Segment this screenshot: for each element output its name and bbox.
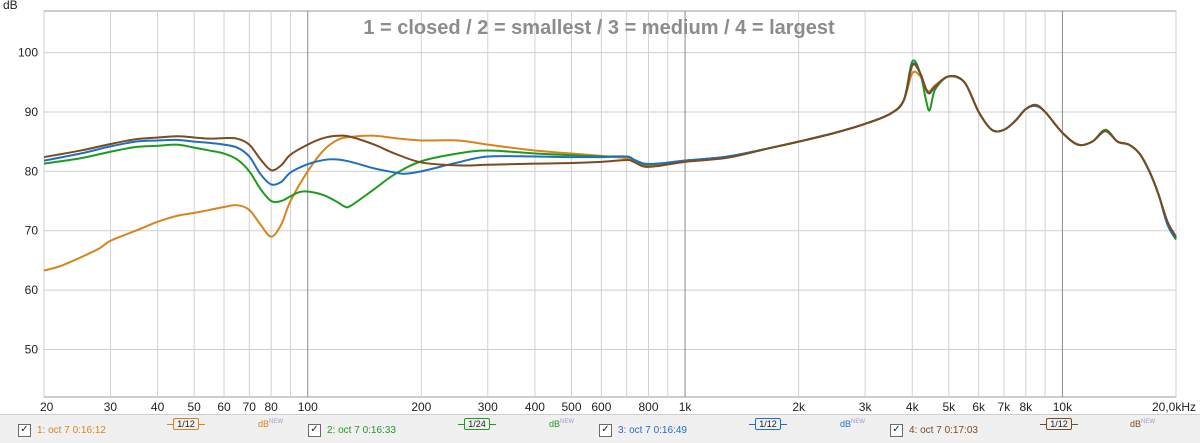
legend-label-3: 3: oct 7 0:16:49: [618, 424, 687, 436]
legend-checkbox-1[interactable]: ✓: [18, 423, 31, 437]
legend-db-4: dBNEW: [1130, 419, 1156, 429]
x-tick-label: 200: [411, 400, 431, 414]
x-tick-label: 50: [187, 400, 201, 414]
x-tick-label: 1k: [679, 400, 693, 414]
legend-db-1: dBNEW: [258, 419, 284, 429]
x-tick-label: 70: [243, 400, 257, 414]
x-tick-label: 4k: [906, 400, 920, 414]
legend-item-2[interactable]: ✓ 2: oct 7 0:16:33: [308, 421, 396, 439]
x-tick-label: 20,0kHz: [1152, 400, 1196, 414]
series-line-4: [43, 63, 1177, 238]
legend-item-1[interactable]: ✓ 1: oct 7 0:16:12: [18, 421, 106, 439]
x-tick-label: 300: [478, 400, 498, 414]
y-tick-label: 50: [25, 342, 39, 356]
x-tick-label: 800: [638, 400, 658, 414]
x-tick-label: 40: [151, 400, 165, 414]
y-tick-label: 70: [25, 224, 39, 238]
x-tick-label: 30: [104, 400, 118, 414]
legend-db-3: dBNEW: [840, 419, 866, 429]
x-tick-label: 100: [298, 400, 318, 414]
x-tick-label: 400: [525, 400, 545, 414]
legend-item-3[interactable]: ✓ 3: oct 7 0:16:49: [599, 421, 687, 439]
smoothing-value-3: 1/12: [759, 419, 777, 429]
x-tick-label: 3k: [859, 400, 873, 414]
legend-label-4: 4: oct 7 0:17:03: [909, 424, 978, 436]
plot-background: [43, 10, 1177, 398]
smoothing-control-3[interactable]: 1/12: [749, 418, 789, 432]
x-tick-label: 7k: [998, 400, 1012, 414]
x-tick-label: 60: [217, 400, 231, 414]
legend-checkbox-2[interactable]: ✓: [308, 423, 321, 437]
chart-title: 1 = closed / 2 = smallest / 3 = medium /…: [363, 17, 835, 39]
legend-checkbox-3[interactable]: ✓: [599, 423, 612, 437]
x-tick-label: 6k: [972, 400, 986, 414]
y-tick-label: 90: [25, 105, 39, 119]
smoothing-control-4[interactable]: 1/12: [1040, 418, 1080, 432]
x-tick-label: 80: [264, 400, 278, 414]
legend-bar: ✓ 1: oct 7 0:16:12 1/12 dBNEW ✓ 2: oct 7…: [0, 414, 1200, 443]
smoothing-value-4: 1/12: [1050, 419, 1068, 429]
grid: [43, 11, 1177, 397]
legend-db-2: dBNEW: [549, 419, 575, 429]
x-tick-label: 5k: [942, 400, 956, 414]
frequency-response-chart: 50 60 70 80 90 100 20 30 40 50 60 70 80 100 200 300 400 5…: [3, 0, 1196, 414]
y-tick-label: 80: [25, 164, 39, 178]
y-tick-label: 60: [25, 283, 39, 297]
legend-label-1: 1: oct 7 0:16:12: [37, 424, 106, 436]
legend-checkbox-4[interactable]: ✓: [890, 423, 903, 437]
x-tick-label: 600: [591, 400, 611, 414]
x-tick-label: 20: [40, 400, 54, 414]
y-tick-label: 100: [18, 46, 38, 60]
x-tick-label: 2k: [792, 400, 806, 414]
x-tick-label: 10k: [1053, 400, 1073, 414]
smoothing-control-1[interactable]: 1/12: [167, 418, 207, 432]
series-lines: [43, 59, 1177, 272]
x-tick-label: 500: [561, 400, 581, 414]
legend-item-4[interactable]: ✓ 4: oct 7 0:17:03: [890, 421, 978, 439]
smoothing-value-1: 1/12: [177, 419, 195, 429]
axis-ticks: 50 60 70 80 90 100 20 30 40 50 60 70 80 100 200 300 400 5…: [18, 46, 1196, 414]
smoothing-control-2[interactable]: 1/24: [458, 418, 498, 432]
x-tick-label: 8k: [1020, 400, 1034, 414]
y-axis-unit-label: dB: [3, 0, 18, 12]
smoothing-value-2: 1/24: [468, 419, 486, 429]
legend-label-2: 2: oct 7 0:16:33: [327, 424, 396, 436]
